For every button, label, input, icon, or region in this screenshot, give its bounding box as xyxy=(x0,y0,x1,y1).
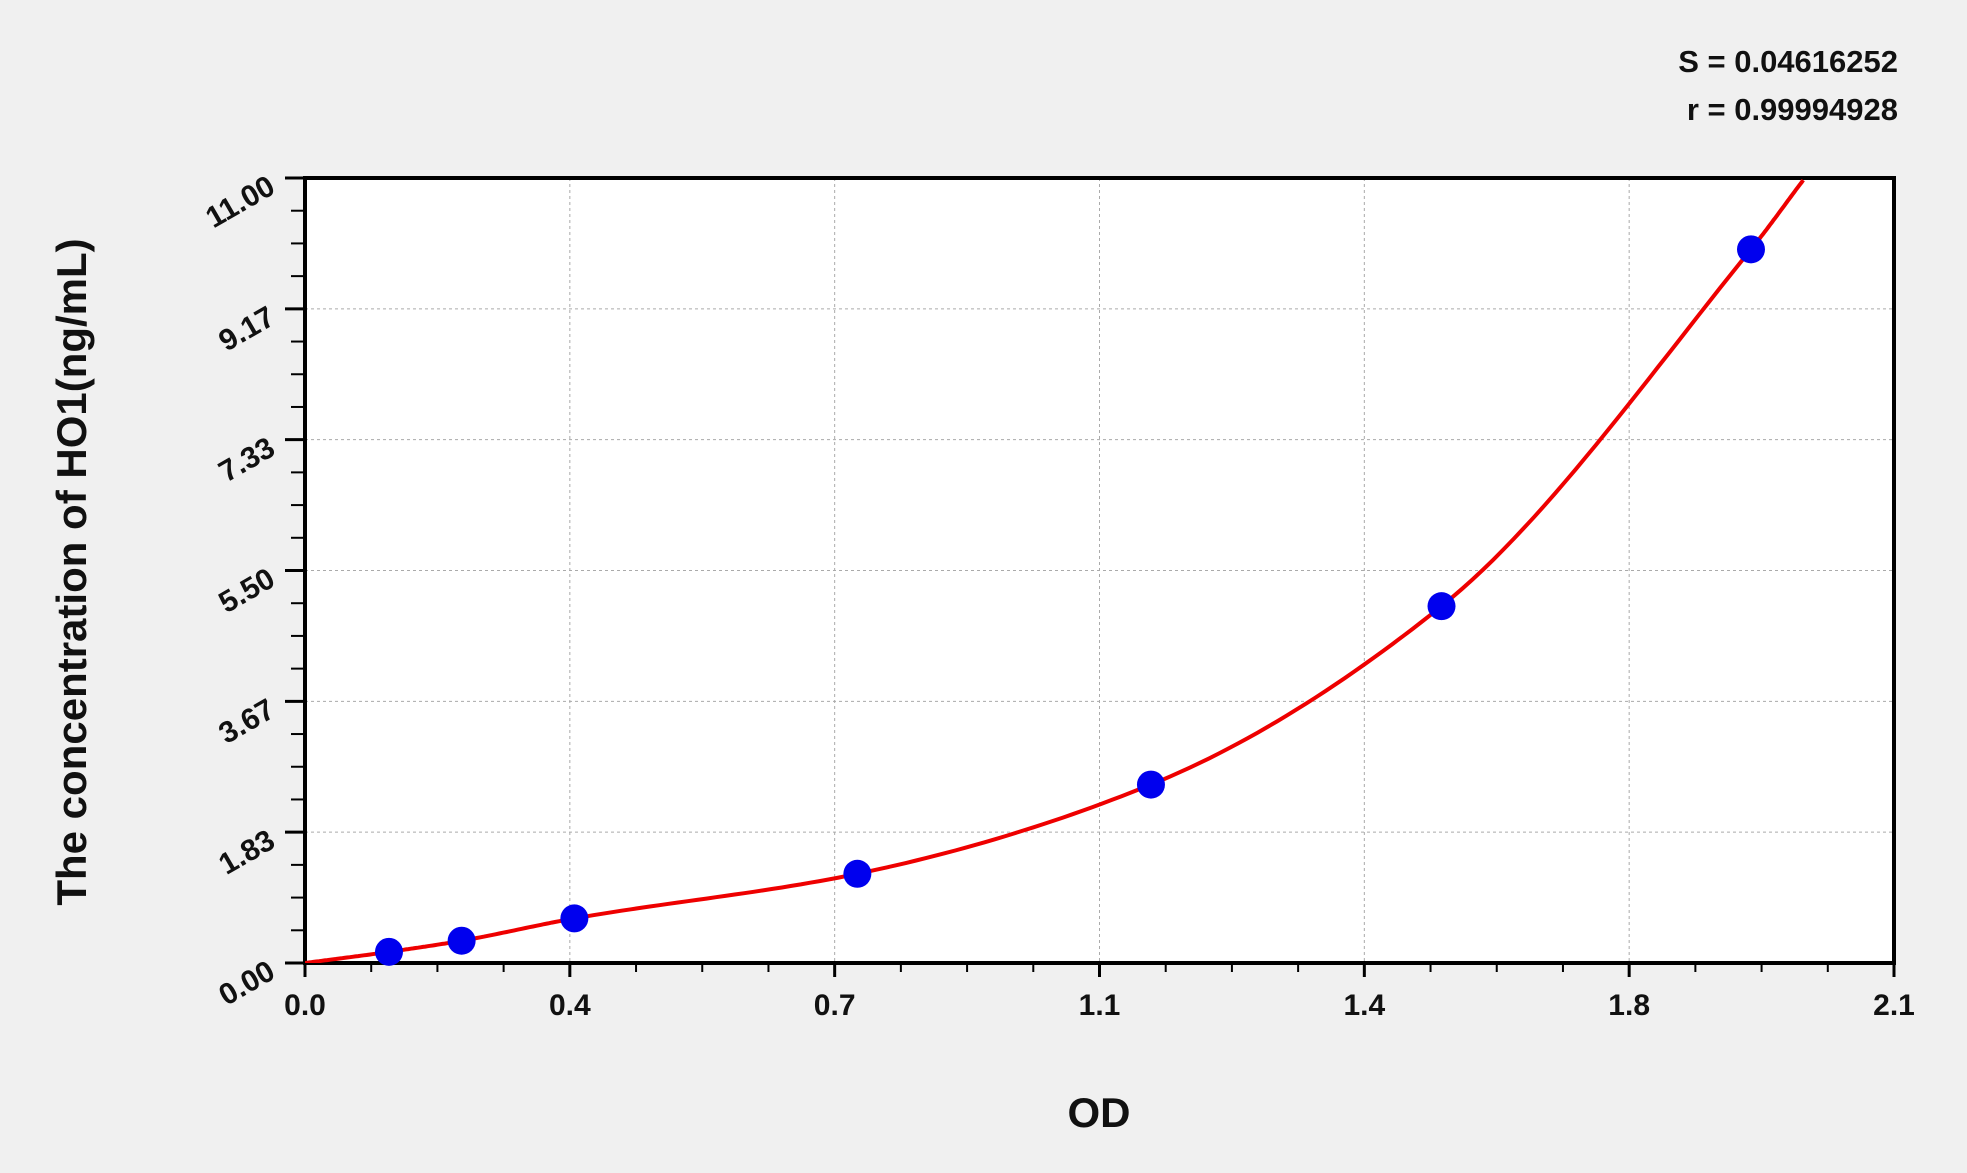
y-tick-label: 7.33 xyxy=(213,431,280,489)
y-tick-label: 1.83 xyxy=(213,824,280,882)
data-point xyxy=(1136,770,1165,799)
data-point xyxy=(1427,592,1456,621)
data-point xyxy=(447,926,476,955)
s-statistic: S = 0.04616252 xyxy=(1678,44,1898,79)
y-tick-label: 0.00 xyxy=(213,954,280,1012)
x-tick-label: 0.0 xyxy=(284,989,326,1022)
x-tick-label: 1.4 xyxy=(1343,989,1385,1022)
data-point xyxy=(560,904,589,933)
data-point xyxy=(374,937,403,966)
x-axis-title: OD xyxy=(1068,1089,1131,1136)
r-statistic: r = 0.99994928 xyxy=(1686,92,1898,127)
y-tick-label: 5.50 xyxy=(213,562,280,620)
x-tick-label: 0.7 xyxy=(814,989,856,1022)
x-tick-label: 1.8 xyxy=(1608,989,1650,1022)
y-tick-label: 11.00 xyxy=(200,169,280,234)
data-point xyxy=(1736,235,1765,264)
x-tick-label: 1.1 xyxy=(1079,989,1121,1022)
y-tick-label: 3.67 xyxy=(213,693,280,751)
data-point xyxy=(843,859,872,888)
y-tick-label: 9.17 xyxy=(213,300,280,358)
y-axis-title: The concentration of HO1(ng/mL) xyxy=(48,238,95,905)
x-tick-label: 0.4 xyxy=(549,989,591,1022)
x-tick-label: 2.1 xyxy=(1873,989,1915,1022)
